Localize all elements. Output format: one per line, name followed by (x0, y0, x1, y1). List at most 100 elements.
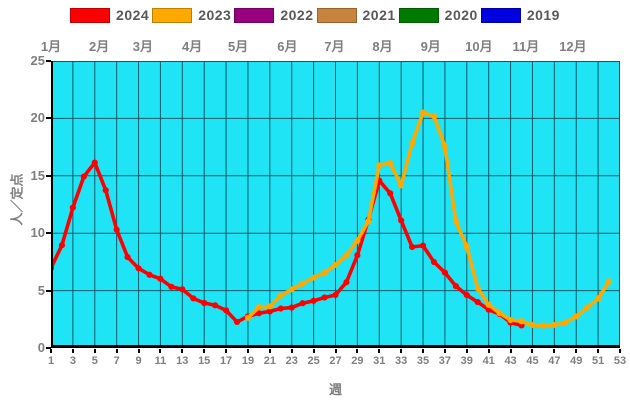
data-point-2024 (288, 304, 295, 311)
data-point-2024 (452, 283, 459, 290)
data-point-2023 (332, 261, 339, 268)
data-point-2023 (595, 295, 602, 302)
data-point-2024 (463, 291, 470, 299)
data-point-2024 (80, 173, 87, 180)
x-tick-label: 21 (263, 355, 276, 367)
legend-swatch-2021 (316, 7, 357, 23)
x-tick-mark (312, 349, 315, 353)
x-tick-label: 39 (460, 355, 473, 367)
x-tick-mark (246, 349, 249, 353)
legend-label: 2022 (280, 7, 314, 23)
month-label: 8月 (372, 39, 393, 54)
data-point-2024 (277, 305, 284, 312)
y-tick-label: 10 (30, 225, 45, 241)
month-label: 3月 (132, 39, 154, 54)
x-axis-title: 週 (328, 382, 342, 397)
x-tick-label: 7 (113, 355, 120, 367)
month-label: 12月 (559, 39, 587, 54)
x-tick-label: 33 (395, 355, 408, 367)
legend-item-2024: 2024 (70, 7, 149, 23)
month-label: 5月 (227, 39, 249, 54)
data-point-2024 (91, 159, 98, 166)
data-point-2024 (113, 226, 120, 233)
data-point-2024 (233, 318, 241, 326)
legend-swatch-2023 (152, 7, 193, 23)
plot-area (51, 61, 620, 348)
data-point-2024 (474, 298, 481, 306)
x-tick-label: 27 (329, 355, 342, 367)
legend-label: 2021 (362, 7, 396, 23)
data-point-2024 (190, 295, 197, 302)
data-point-2023 (321, 269, 328, 276)
legend-swatch-2019 (480, 7, 521, 23)
data-point-2024 (212, 302, 219, 309)
x-tick-mark (356, 349, 359, 353)
data-point-2024 (124, 253, 131, 261)
data-point-2023 (398, 182, 405, 189)
y-tick-label: 15 (30, 167, 45, 183)
x-tick-mark (531, 349, 534, 353)
data-point-2023 (474, 285, 481, 292)
y-tick-mark (46, 289, 51, 292)
x-tick-label: 41 (482, 355, 495, 367)
x-tick-label: 37 (438, 355, 452, 367)
legend-swatch-2024 (70, 7, 111, 23)
y-tick-label: 25 (30, 53, 45, 68)
data-point-2023 (376, 162, 383, 169)
data-point-2024 (441, 269, 449, 276)
x-tick-label: 17 (219, 355, 233, 367)
data-point-2023 (562, 319, 569, 326)
x-tick-mark (159, 349, 162, 353)
data-point-2024 (146, 271, 153, 278)
data-point-2023 (441, 143, 449, 150)
x-tick-mark (509, 349, 512, 353)
x-tick-label: 5 (91, 355, 98, 367)
x-tick-label: 43 (504, 355, 517, 367)
x-tick-label: 49 (570, 355, 583, 367)
data-point-2023 (299, 280, 306, 287)
x-tick-label: 3 (69, 355, 76, 367)
data-point-2023 (507, 316, 514, 324)
legend-item-2020: 2020 (398, 7, 478, 23)
x-tick-label: 25 (307, 355, 320, 367)
y-tick-mark (46, 174, 51, 177)
data-point-2023 (244, 314, 252, 321)
x-tick-label: 11 (154, 355, 167, 367)
data-point-2024 (321, 294, 328, 301)
data-point-2024 (419, 242, 427, 249)
legend-label: 2024 (116, 7, 150, 23)
data-point-2024 (343, 279, 350, 286)
x-tick-label: 15 (198, 355, 211, 367)
x-tick-mark (71, 349, 74, 353)
data-point-2024 (222, 307, 230, 314)
x-tick-mark (181, 349, 184, 353)
data-point-2024 (387, 190, 394, 197)
data-point-2023 (354, 237, 361, 244)
y-axis-title: 人／定点 (9, 173, 25, 226)
x-tick-mark (443, 349, 446, 353)
data-point-2023 (540, 322, 547, 329)
x-tick-mark (268, 349, 271, 353)
x-tick-mark (334, 349, 337, 353)
y-tick-mark (46, 117, 51, 120)
data-point-2023 (266, 303, 273, 310)
legend-label: 2019 (526, 7, 560, 23)
data-point-2023 (288, 286, 295, 293)
y-tick-mark (46, 60, 51, 62)
data-point-2024 (310, 297, 317, 304)
data-point-2023 (584, 304, 591, 311)
x-tick-mark (50, 349, 52, 353)
month-label: 9月 (420, 39, 441, 54)
data-point-2023 (485, 301, 492, 308)
x-tick-mark (487, 349, 490, 353)
data-point-2023 (529, 321, 536, 329)
data-point-2024 (398, 217, 405, 224)
y-tick-label: 5 (37, 282, 45, 298)
x-tick-mark (137, 349, 140, 353)
data-point-2024 (157, 275, 164, 282)
data-point-2024 (332, 291, 339, 299)
x-tick-mark (93, 349, 96, 353)
data-point-2023 (310, 274, 317, 281)
series-line-2023 (246, 110, 611, 328)
